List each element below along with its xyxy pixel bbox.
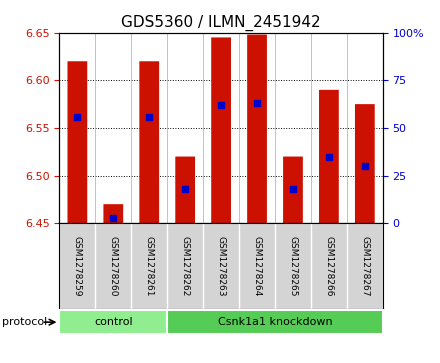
Bar [175, 156, 195, 223]
Text: protocol: protocol [2, 317, 48, 327]
Bar [59, 310, 167, 334]
Text: GSM1278264: GSM1278264 [253, 236, 261, 296]
Bar [355, 104, 375, 223]
Text: GSM1278267: GSM1278267 [360, 236, 369, 296]
Text: GSM1278266: GSM1278266 [324, 236, 334, 296]
Title: GDS5360 / ILMN_2451942: GDS5360 / ILMN_2451942 [121, 15, 321, 31]
Text: GSM1278265: GSM1278265 [289, 236, 297, 296]
Text: GSM1278262: GSM1278262 [181, 236, 190, 296]
Bar [247, 34, 267, 223]
Bar [167, 310, 383, 334]
Bar [67, 61, 87, 223]
Bar [211, 37, 231, 223]
Text: GSM1278263: GSM1278263 [216, 236, 226, 296]
Text: GSM1278259: GSM1278259 [73, 236, 82, 296]
Text: GSM1278261: GSM1278261 [145, 236, 154, 296]
Bar [283, 156, 303, 223]
Bar [103, 204, 123, 223]
Text: control: control [94, 317, 132, 327]
Text: Csnk1a1 knockdown: Csnk1a1 knockdown [218, 317, 332, 327]
Bar [319, 90, 339, 223]
Text: GSM1278260: GSM1278260 [109, 236, 118, 296]
Bar [139, 61, 159, 223]
